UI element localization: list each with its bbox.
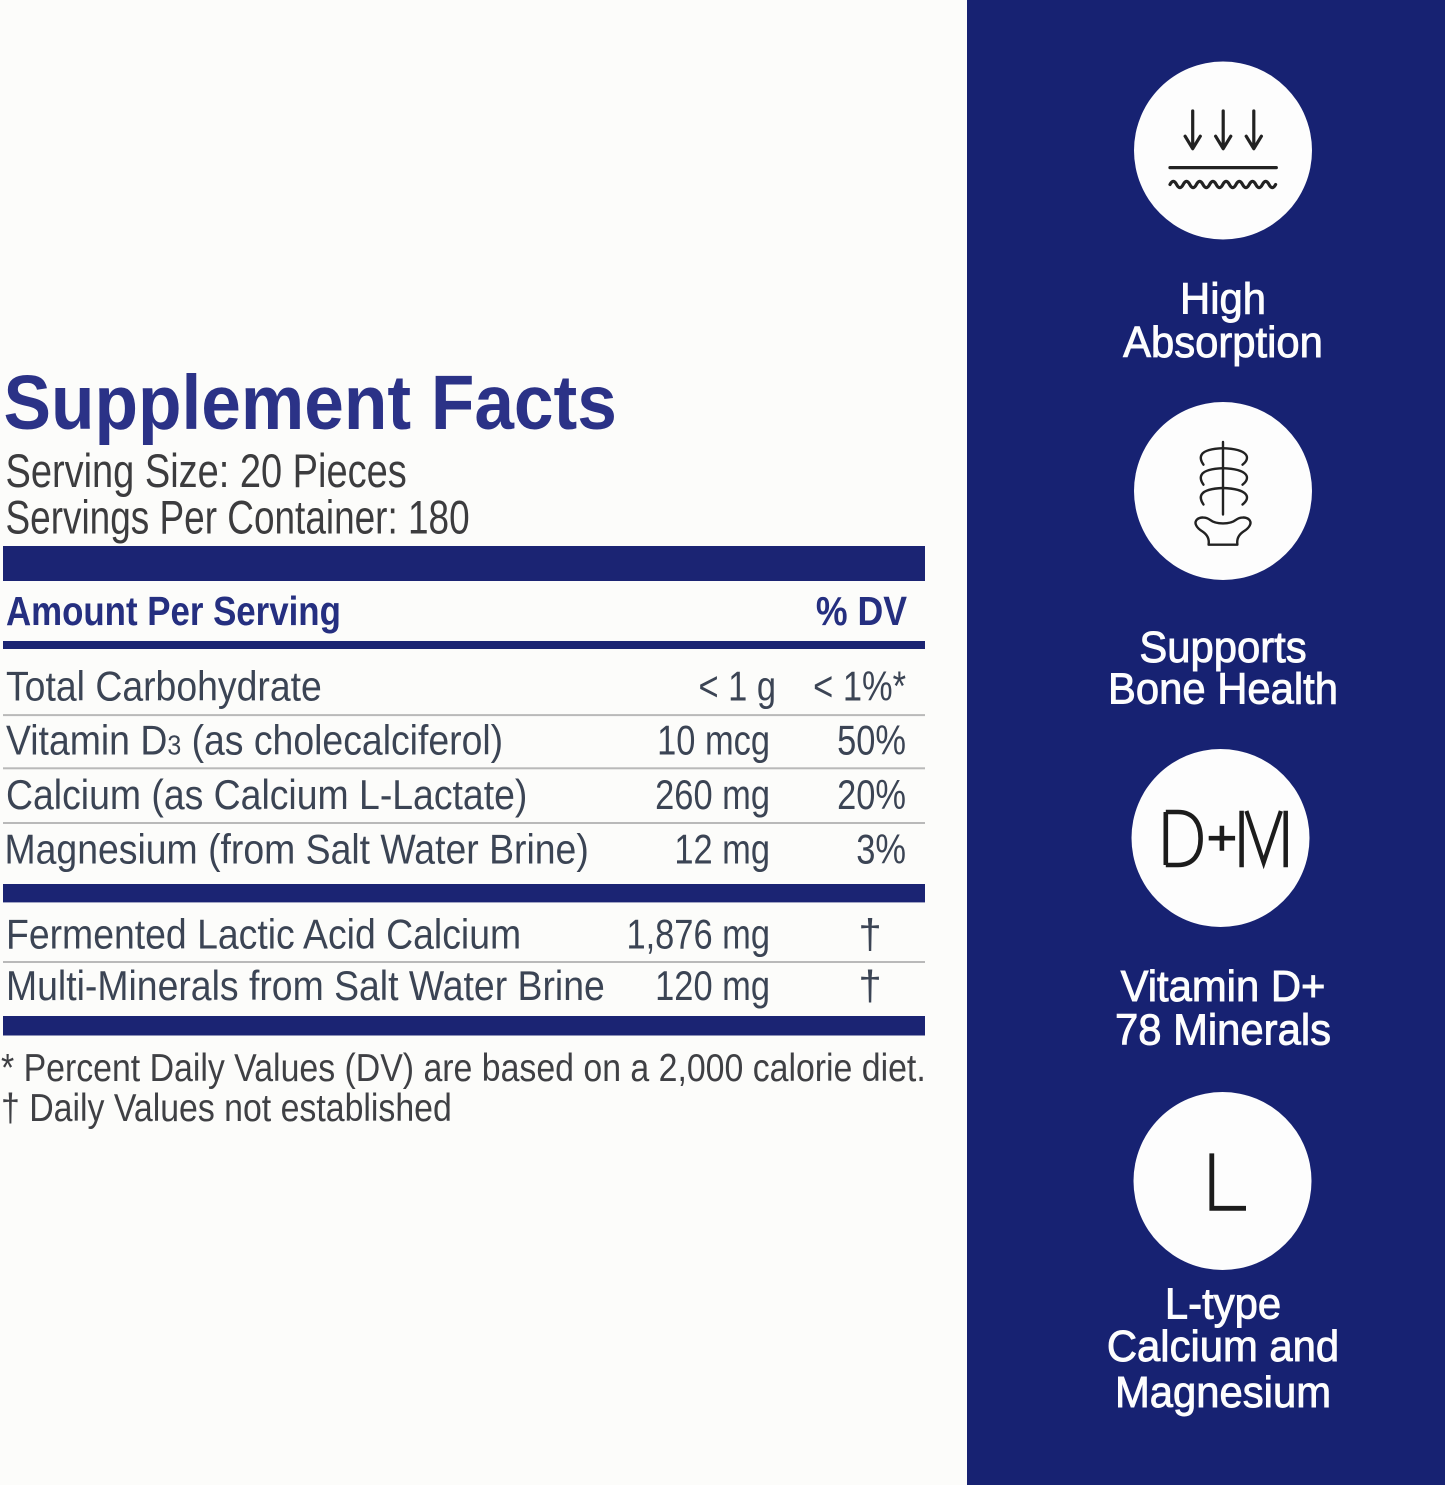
svg-text:260 mg: 260 mg bbox=[655, 772, 770, 819]
svg-text:Magnesium: Magnesium bbox=[1115, 1368, 1331, 1417]
svg-text:Bone Health: Bone Health bbox=[1108, 665, 1338, 714]
svg-text:120 mg: 120 mg bbox=[655, 963, 770, 1010]
svg-text:Vitamin D3 (as cholecalciferol: Vitamin D3 (as cholecalciferol) bbox=[6, 718, 503, 764]
svg-text:Amount Per Serving: Amount Per Serving bbox=[6, 589, 341, 634]
svg-text:% DV: % DV bbox=[816, 589, 907, 635]
svg-text:Vitamin D+: Vitamin D+ bbox=[1121, 962, 1326, 1011]
svg-text:Servings Per Container: 180: Servings Per Container: 180 bbox=[6, 491, 470, 545]
svg-text:Total Carbohydrate: Total Carbohydrate bbox=[6, 664, 322, 710]
svg-text:1,876 mg: 1,876 mg bbox=[626, 911, 770, 958]
svg-text:10 mcg: 10 mcg bbox=[657, 717, 770, 764]
svg-text:Serving Size: 20 Pieces: Serving Size: 20 Pieces bbox=[6, 445, 407, 498]
svg-text:Calcium and: Calcium and bbox=[1107, 1322, 1339, 1371]
svg-text:† Daily Values not established: † Daily Values not established bbox=[1, 1086, 452, 1130]
svg-text:< 1%*: < 1%* bbox=[813, 663, 906, 710]
svg-text:12 mg: 12 mg bbox=[674, 826, 770, 873]
svg-text:Fermented Lactic Acid Calcium: Fermented Lactic Acid Calcium bbox=[6, 912, 521, 958]
svg-text:†: † bbox=[858, 962, 881, 1009]
svg-text:†: † bbox=[858, 911, 881, 958]
svg-text:Absorption: Absorption bbox=[1123, 318, 1323, 367]
svg-text:3%: 3% bbox=[856, 826, 906, 873]
svg-text:Supports: Supports bbox=[1139, 623, 1306, 672]
svg-text:Multi-Minerals from Salt Water: Multi-Minerals from Salt Water Brine bbox=[6, 963, 605, 1009]
svg-text:L-type: L-type bbox=[1165, 1280, 1281, 1329]
svg-text:* Percent Daily Values (DV) ar: * Percent Daily Values (DV) are based on… bbox=[1, 1046, 926, 1090]
svg-text:Supplement Facts: Supplement Facts bbox=[4, 359, 617, 445]
svg-text:50%: 50% bbox=[837, 717, 906, 764]
svg-text:20%: 20% bbox=[837, 772, 906, 819]
svg-text:Magnesium (from Salt Water Bri: Magnesium (from Salt Water Brine) bbox=[5, 827, 589, 873]
svg-text:< 1 g: < 1 g bbox=[698, 663, 776, 710]
svg-text:High: High bbox=[1180, 275, 1266, 324]
svg-text:Calcium (as Calcium L-Lactate): Calcium (as Calcium L-Lactate) bbox=[6, 772, 527, 818]
svg-text:78 Minerals: 78 Minerals bbox=[1115, 1006, 1331, 1055]
